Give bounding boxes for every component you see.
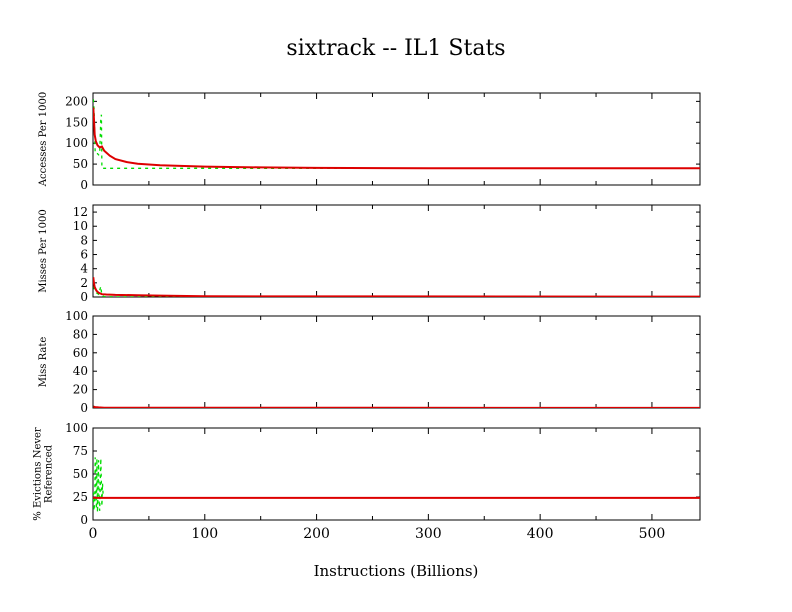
y-axis-label: Misses Per 1000 [38, 209, 49, 293]
y-tick-label: 12 [73, 205, 88, 219]
y-tick-label: 25 [73, 490, 88, 504]
y-tick-label: 100 [65, 421, 88, 435]
y-tick-label: 60 [73, 346, 88, 360]
panel-4: 0 25 50 75 100 % Evictions Never Referenced [33, 421, 701, 527]
x-tick-label: 300 [415, 526, 442, 542]
y-tick-label: 50 [73, 157, 88, 171]
y-tick-label: 0 [80, 513, 88, 527]
y-tick-label: 0 [80, 178, 88, 192]
series-cumulative-line [93, 107, 700, 170]
series-cumulative-line [93, 405, 700, 408]
y-tick-label: 6 [80, 248, 88, 262]
series-cumulative-line [93, 277, 700, 297]
y-tick-label: 0 [80, 401, 88, 415]
y-tick-label: 150 [65, 115, 88, 129]
x-tick-label: 100 [191, 526, 218, 542]
x-tick-label: 400 [527, 526, 554, 542]
y-axis-label: Miss Rate [38, 337, 49, 388]
y-tick-label: 0 [80, 290, 88, 304]
series-interval-line [93, 99, 700, 169]
y-tick-label: 4 [80, 262, 88, 276]
series-interval-line [93, 457, 700, 513]
y-axis-label: Referenced [44, 444, 55, 503]
chart-title: sixtrack -- IL1 Stats [286, 36, 505, 61]
series-cumulative-line [93, 496, 700, 499]
y-tick-label: 200 [65, 94, 88, 108]
y-axis-label: Accesses Per 1000 [38, 92, 49, 187]
x-tick-label: 0 [89, 526, 98, 542]
plot-frame [92, 204, 701, 298]
y-tick-label: 40 [73, 364, 88, 378]
plot-frame [92, 315, 701, 409]
y-tick-label: 8 [80, 233, 88, 247]
series-interval-line [93, 279, 700, 297]
y-tick-label: 75 [73, 444, 88, 458]
x-tick-label: 500 [639, 526, 666, 542]
plot-frame [92, 427, 701, 521]
y-tick-label: 10 [73, 219, 88, 233]
x-tick-label: 200 [303, 526, 330, 542]
y-tick-label: 2 [80, 276, 88, 290]
y-tick-label: 100 [65, 309, 88, 323]
panel-3: 0 20 40 60 80 100 Miss Rate [38, 309, 701, 415]
y-axis-label: % Evictions Never [33, 427, 44, 521]
y-tick-label: 100 [65, 136, 88, 150]
y-tick-label: 20 [73, 383, 88, 397]
y-tick-label: 50 [73, 467, 88, 481]
x-axis-label: Instructions (Billions) [314, 562, 479, 580]
y-tick-label: 80 [73, 327, 88, 341]
panel-1: 0 50 100 150 200 Accesses Per 1000 [38, 92, 701, 192]
plot-frame [92, 92, 701, 186]
